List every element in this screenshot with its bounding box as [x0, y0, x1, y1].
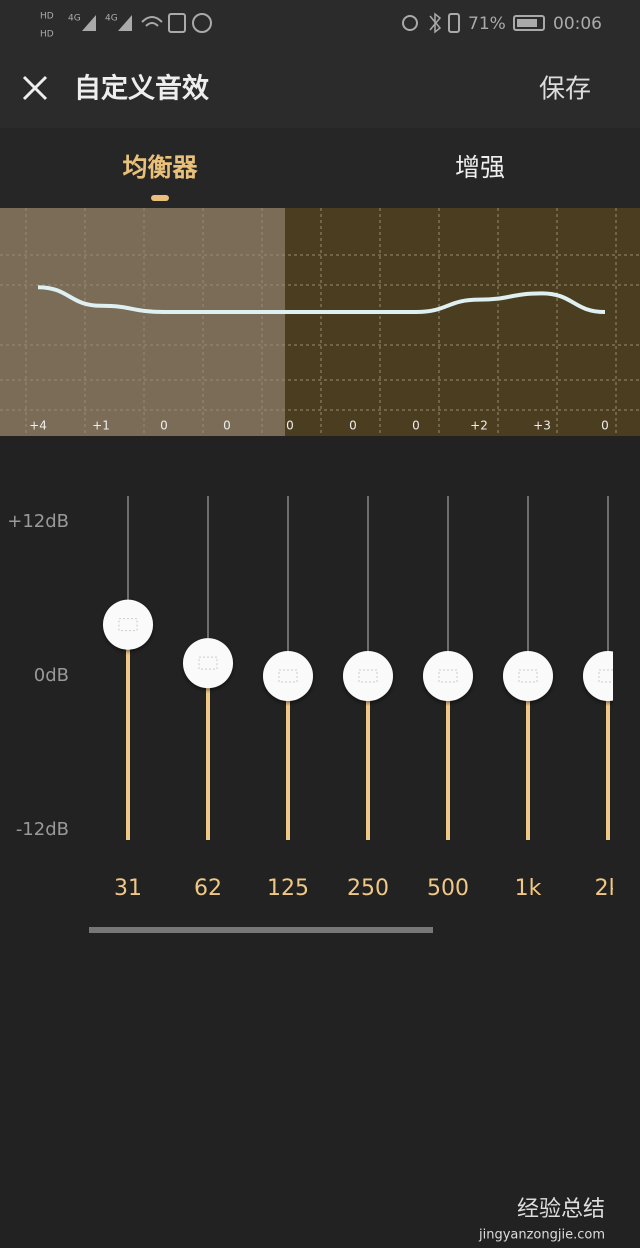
slider-knob[interactable]: [183, 638, 233, 689]
signal-icon: [82, 15, 132, 31]
knob-grip: [278, 669, 298, 683]
page-title: 自定义音效: [74, 73, 209, 105]
band-label: 62: [194, 876, 222, 901]
preview-background: [285, 208, 640, 436]
knob-grip: [598, 669, 613, 683]
slider-knob[interactable]: [423, 651, 473, 701]
preview-label: 0: [349, 419, 357, 433]
band-label: 1k: [515, 876, 542, 901]
band-label: 2k: [595, 876, 622, 901]
battery-icon: [513, 15, 545, 31]
battery-text: 71%: [468, 14, 506, 34]
preview-grid: [0, 208, 640, 436]
eq-curve: [37, 285, 606, 314]
hd-icon: HD: [40, 12, 54, 22]
slider-knob[interactable]: [503, 651, 553, 701]
band-label: 31: [114, 876, 142, 901]
save-button[interactable]: 保存: [539, 75, 591, 105]
knob-grip: [198, 656, 218, 670]
scale-label: 0dB: [34, 665, 69, 686]
knob-grip: [518, 669, 538, 683]
knob-grip: [358, 669, 378, 683]
slider-knob[interactable]: [343, 651, 393, 701]
tab-bar: [0, 128, 640, 208]
preview-label: +1: [92, 419, 110, 433]
preview-label: 0: [601, 419, 609, 433]
preview-label: 0: [160, 419, 168, 433]
clock: 00:06: [553, 14, 602, 34]
scale-label: -12dB: [16, 819, 69, 840]
slider-knob[interactable]: [583, 651, 633, 701]
hd-icon: HD: [40, 30, 54, 40]
k-icon: [192, 13, 212, 33]
slider-knob[interactable]: [263, 651, 313, 701]
tab-indicator: [151, 195, 169, 201]
preview-label: +2: [470, 419, 488, 433]
signal-label: 4G: [68, 14, 81, 24]
sliders: 31 62 125 250 500 1k 2k: [103, 496, 633, 901]
alarm-icon: [402, 15, 418, 31]
preview-label: 0: [223, 419, 231, 433]
preview-label: 0: [412, 419, 420, 433]
signal-label: 4G: [105, 14, 118, 24]
close-button[interactable]: [22, 75, 48, 101]
bt-icon: [429, 12, 442, 34]
preview-label: +4: [29, 419, 47, 433]
band-label: 250: [347, 876, 389, 901]
watermark-title: 经验总结: [517, 1197, 605, 1222]
knob-grip: [438, 669, 458, 683]
slider-knob[interactable]: [103, 599, 153, 650]
scale-label: +12dB: [7, 511, 69, 532]
preview-label: +3: [533, 419, 551, 433]
band-label: 500: [427, 876, 469, 901]
vibrate-icon: [448, 13, 460, 33]
tab-equalizer[interactable]: 均衡器: [122, 153, 198, 182]
scrollbar: [89, 927, 433, 933]
knob-grip: [118, 618, 138, 632]
tab-enhance[interactable]: 增强: [455, 153, 505, 182]
nfc-icon: [168, 13, 186, 33]
watermark-url: jingyanzongjie.com: [478, 1228, 605, 1243]
band-label: 125: [267, 876, 309, 901]
wifi-icon: [141, 16, 163, 27]
preview-label: 0: [286, 419, 294, 433]
battery-level: [517, 19, 537, 27]
preview-window: [0, 208, 285, 436]
